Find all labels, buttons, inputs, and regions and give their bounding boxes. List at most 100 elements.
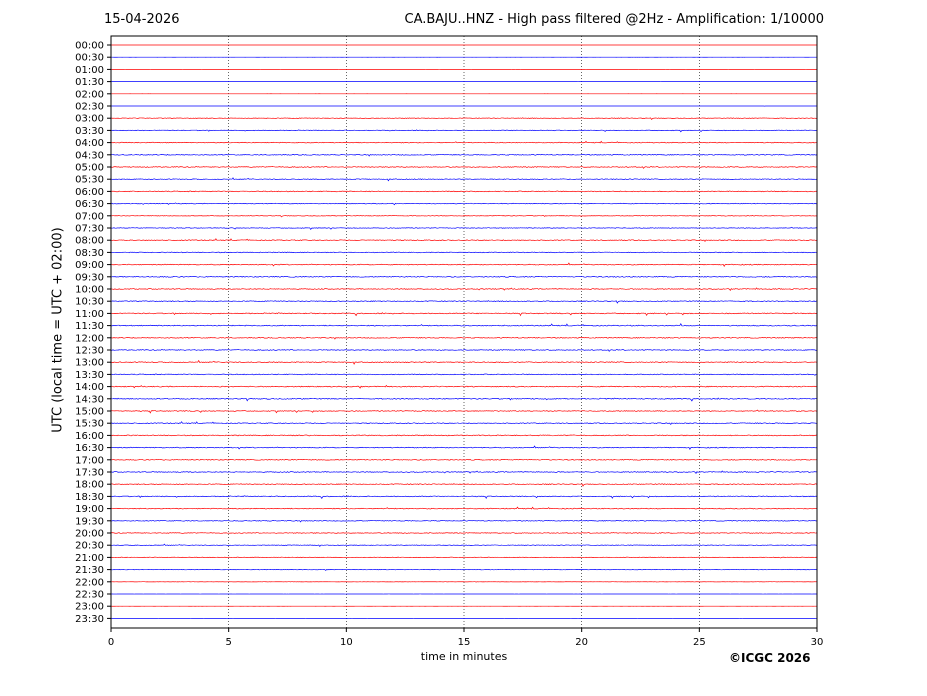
- y-axis-label: UTC (local time = UTC + 02:00): [50, 227, 66, 433]
- y-tick-label: 13:30: [75, 370, 104, 381]
- y-tick-label: 23:30: [75, 614, 104, 625]
- y-tick-label: 12:00: [75, 333, 104, 344]
- x-tick-label: 15: [458, 637, 471, 648]
- y-tick-label: 20:30: [75, 541, 104, 552]
- y-tick-label: 00:00: [75, 41, 104, 52]
- y-tick-label: 01:30: [75, 77, 104, 88]
- grid-lines: [228, 36, 700, 628]
- seismic-trace: [110, 129, 818, 133]
- seismic-trace: [110, 421, 818, 426]
- y-tick-label: 23:00: [75, 602, 104, 613]
- x-axis-ticks: 0 5 10 15 20 25 30: [108, 628, 824, 648]
- seismic-trace: [110, 359, 818, 365]
- y-tick-label: 15:00: [75, 407, 104, 418]
- y-tick-label: 06:30: [75, 199, 104, 210]
- seismic-trace: [110, 373, 818, 376]
- seismic-trace: [110, 177, 818, 182]
- y-tick-label: 14:00: [75, 382, 104, 393]
- y-tick-label: 04:30: [75, 150, 104, 161]
- y-tick-label: 17:00: [75, 455, 104, 466]
- y-tick-label: 09:30: [75, 272, 104, 283]
- y-tick-label: 17:30: [75, 468, 104, 479]
- seismic-trace: [110, 349, 818, 352]
- seismic-traces: [110, 44, 818, 619]
- y-tick-label: 18:00: [75, 480, 104, 491]
- y-tick-label: 03:00: [75, 114, 104, 125]
- x-tick-label: 25: [693, 637, 706, 648]
- y-tick-label: 15:30: [75, 419, 104, 430]
- seismic-trace: [110, 215, 818, 218]
- x-tick-label: 30: [811, 637, 824, 648]
- y-tick-label: 21:30: [75, 565, 104, 576]
- y-tick-label: 07:30: [75, 224, 104, 235]
- seismic-trace: [110, 117, 818, 121]
- seismic-trace: [110, 166, 818, 169]
- seismic-trace: [110, 202, 818, 206]
- y-tick-label: 02:00: [75, 89, 104, 100]
- seismic-trace: [110, 445, 818, 451]
- y-tick-label: 19:30: [75, 516, 104, 527]
- y-tick-label: 18:30: [75, 492, 104, 503]
- seismic-trace: [110, 251, 818, 254]
- seismic-trace: [110, 226, 818, 230]
- y-tick-label: 04:00: [75, 138, 104, 149]
- y-tick-label: 22:00: [75, 577, 104, 588]
- seismic-trace: [110, 506, 818, 510]
- seismic-trace: [110, 543, 818, 547]
- y-tick-label: 22:30: [75, 590, 104, 601]
- y-tick-label: 13:00: [75, 358, 104, 369]
- x-tick-label: 5: [225, 637, 231, 648]
- seismic-trace: [110, 238, 818, 243]
- y-tick-label: 12:30: [75, 346, 104, 357]
- y-tick-label: 10:00: [75, 285, 104, 296]
- seismic-trace: [110, 459, 818, 461]
- seismic-trace: [110, 556, 818, 559]
- y-tick-label: 11:30: [75, 321, 104, 332]
- y-tick-label: 08:30: [75, 248, 104, 259]
- seismic-trace: [110, 140, 818, 144]
- y-tick-label: 20:00: [75, 529, 104, 540]
- copyright-credit: ©ICGC 2026: [729, 651, 811, 665]
- y-tick-label: 16:00: [75, 431, 104, 442]
- x-tick-label: 0: [108, 637, 114, 648]
- seismic-trace: [110, 153, 818, 157]
- y-tick-label: 07:00: [75, 211, 104, 222]
- seismic-trace: [110, 532, 818, 534]
- y-tick-label: 05:30: [75, 175, 104, 186]
- seismic-trace: [110, 287, 818, 291]
- y-tick-label: 02:30: [75, 102, 104, 113]
- y-tick-label: 14:30: [75, 394, 104, 405]
- y-tick-label: 06:00: [75, 187, 104, 198]
- y-tick-label: 00:30: [75, 53, 104, 64]
- plot-frame: [110, 35, 818, 629]
- seismic-trace: [110, 409, 818, 414]
- seismic-trace: [110, 483, 818, 487]
- seismic-trace: [110, 312, 818, 317]
- seismic-trace: [110, 470, 818, 474]
- y-tick-label: 01:00: [75, 65, 104, 76]
- x-axis-label: time in minutes: [420, 650, 508, 663]
- seismic-trace: [110, 300, 818, 304]
- y-tick-label: 03:30: [75, 126, 104, 137]
- y-tick-label: 16:30: [75, 443, 104, 454]
- x-tick-label: 20: [575, 637, 588, 648]
- seismic-trace: [110, 434, 817, 437]
- y-tick-label: 21:00: [75, 553, 104, 564]
- seismic-trace: [110, 275, 818, 278]
- seismic-trace: [110, 495, 818, 500]
- y-tick-label: 11:00: [75, 309, 104, 320]
- seismic-trace: [110, 336, 818, 340]
- chart-title: CA.BAJU..HNZ - High pass filtered @2Hz -…: [404, 12, 825, 27]
- y-tick-label: 19:00: [75, 504, 104, 515]
- chart-date: 15-04-2026: [104, 12, 180, 27]
- y-tick-label: 05:00: [75, 163, 104, 174]
- seismic-trace: [110, 323, 818, 327]
- y-tick-label: 09:00: [75, 260, 104, 271]
- seismic-trace: [110, 384, 818, 389]
- y-tick-label: 10:30: [75, 297, 104, 308]
- y-tick-label: 08:00: [75, 236, 104, 247]
- seismic-trace: [110, 397, 818, 402]
- seismic-trace: [110, 262, 818, 268]
